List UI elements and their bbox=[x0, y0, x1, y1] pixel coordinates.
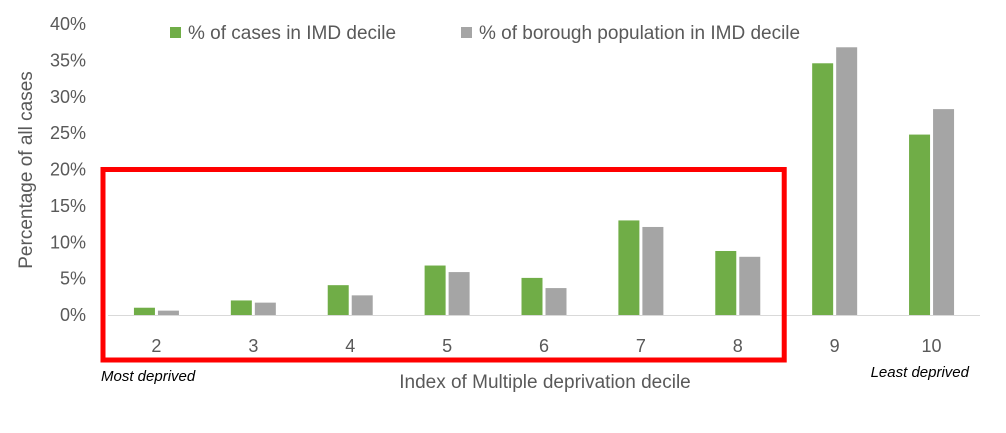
y-axis-ticks: 0% 5% 10% 15% 20% 25% 30% 35% 40% bbox=[50, 14, 86, 325]
x-tick-label: 3 bbox=[248, 336, 258, 356]
bar-cases bbox=[133, 307, 155, 315]
y-tick-label: 30% bbox=[50, 87, 86, 107]
bar-cases bbox=[812, 63, 834, 315]
x-tick-label: 10 bbox=[922, 336, 942, 356]
legend-label-population: % of borough population in IMD decile bbox=[479, 23, 800, 44]
y-tick-label: 0% bbox=[60, 305, 86, 325]
bar-cases bbox=[230, 300, 252, 315]
x-tick-label: 7 bbox=[636, 336, 646, 356]
y-tick-label: 5% bbox=[60, 269, 86, 289]
y-tick-label: 25% bbox=[50, 123, 86, 143]
x-axis-ticks: 2 3 4 5 6 7 8 9 10 bbox=[151, 336, 941, 356]
y-tick-label: 15% bbox=[50, 196, 86, 216]
y-tick-label: 35% bbox=[50, 50, 86, 70]
y-axis-title: Percentage of all cases bbox=[16, 71, 37, 269]
legend-swatch-cases bbox=[170, 27, 181, 38]
bar-population bbox=[448, 272, 470, 315]
bar-population bbox=[739, 256, 761, 315]
legend-swatch-population bbox=[461, 27, 472, 38]
bar-cases bbox=[909, 134, 931, 315]
x-tick-label: 6 bbox=[539, 336, 549, 356]
bar-cases bbox=[424, 265, 446, 315]
bar-population bbox=[351, 295, 373, 315]
legend-label-cases: % of cases in IMD decile bbox=[188, 23, 396, 44]
bar-cases bbox=[618, 220, 640, 315]
x-axis-title: Index of Multiple deprivation decile bbox=[399, 372, 691, 393]
bar-population bbox=[642, 226, 664, 315]
x-tick-label: 4 bbox=[345, 336, 355, 356]
legend: % of cases in IMD decile % of borough po… bbox=[170, 23, 800, 44]
bar-cases bbox=[327, 285, 349, 315]
bar-cases bbox=[715, 250, 737, 315]
bar-cases bbox=[521, 277, 543, 315]
y-tick-label: 20% bbox=[50, 160, 86, 180]
note-least-deprived: Least deprived bbox=[871, 364, 970, 381]
x-tick-label: 2 bbox=[151, 336, 161, 356]
bar-population bbox=[254, 302, 276, 315]
bar-population bbox=[157, 310, 179, 315]
y-tick-label: 40% bbox=[50, 14, 86, 34]
bar-population bbox=[836, 47, 858, 315]
bar-population bbox=[545, 288, 567, 315]
x-tick-label: 5 bbox=[442, 336, 452, 356]
bar-population bbox=[933, 109, 955, 316]
note-most-deprived: Most deprived bbox=[101, 368, 196, 385]
highlight-box bbox=[100, 167, 787, 363]
x-tick-label: 8 bbox=[733, 336, 743, 356]
x-tick-label: 9 bbox=[830, 336, 840, 356]
y-tick-label: 10% bbox=[50, 232, 86, 252]
bars bbox=[133, 47, 955, 316]
